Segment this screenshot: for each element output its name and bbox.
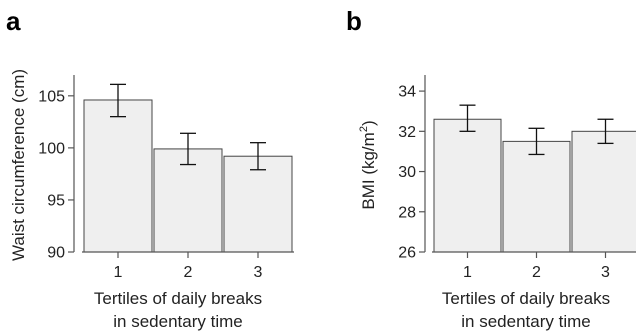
panel-b-letter: b (346, 6, 362, 36)
panel-b-x-axis-label-line-2: in sedentary time (461, 312, 590, 331)
panel-b-error-bar-2 (528, 127, 545, 156)
panel-b-x-axis: 1 2 3 (432, 251, 636, 281)
panel-a: a 90 95 100 105 1 2 3 Waist circumference (cm… (6, 6, 294, 331)
panel-a-y-tick-label: 105 (38, 88, 65, 105)
panel-a-bar-1 (83, 99, 153, 253)
panel-b-y-tick-label: 34 (398, 84, 416, 101)
panel-a-x-axis-label-line-2: in sedentary time (113, 312, 242, 331)
panel-b-y-axis-label-sup: 2 (358, 126, 370, 132)
panel-b-x-tick-label: 2 (532, 264, 541, 281)
panel-a-bar-2 (153, 148, 223, 253)
panel-a-x-tick-label: 2 (184, 264, 193, 281)
panel-b-y-axis-label-end: ) (359, 120, 378, 126)
panel-a-error-bar-3 (250, 142, 266, 171)
panel-b-y-axis: 26 28 30 32 34 (398, 75, 426, 262)
panel-a-error-bar-2 (180, 132, 196, 166)
panel-b-y-axis-label: BMI (kg/m2) (358, 120, 378, 209)
panel-a-y-tick-label: 90 (47, 245, 65, 262)
panel-a-y-axis-label-text: Waist circumference (cm) (9, 69, 28, 261)
panel-b-bars (433, 104, 636, 253)
panel-a-x-axis: 1 2 3 (82, 251, 294, 281)
panel-b-error-bar-1 (459, 104, 476, 132)
panel-b-y-tick-label: 26 (398, 245, 416, 262)
panel-b-bar-1 (433, 118, 502, 253)
panel-b-y-axis-label-text: BMI (kg/m (359, 132, 378, 209)
panel-a-bar-3 (223, 155, 293, 253)
panel-a-x-tick-label: 1 (114, 264, 123, 281)
panel-a-x-tick-label: 3 (254, 264, 263, 281)
panel-b-y-tick-label: 32 (398, 124, 416, 141)
panel-a-y-axis-label: Waist circumference (cm) (9, 69, 28, 261)
panel-b-x-axis-label-line-1: Tertiles of daily breaks (442, 289, 610, 308)
panel-a-y-tick-label: 95 (47, 192, 65, 209)
panel-b-bar-3 (571, 130, 636, 253)
panel-b-y-tick-label: 30 (398, 164, 416, 181)
panel-b-x-tick-label: 3 (601, 264, 610, 281)
panel-a-letter: a (6, 6, 21, 36)
panel-b-error-bar-3 (597, 118, 614, 145)
panel-a-y-tick-label: 100 (38, 140, 65, 157)
panel-b-bar-2 (502, 140, 571, 253)
panel-a-bars (83, 83, 293, 253)
panel-a-error-bar-1 (110, 83, 126, 118)
panel-a-x-axis-label-line-1: Tertiles of daily breaks (94, 289, 262, 308)
panel-a-y-axis: 90 95 100 105 (38, 75, 75, 262)
panel-b-x-tick-label: 1 (463, 264, 472, 281)
panel-b-y-tick-label: 28 (398, 204, 416, 221)
